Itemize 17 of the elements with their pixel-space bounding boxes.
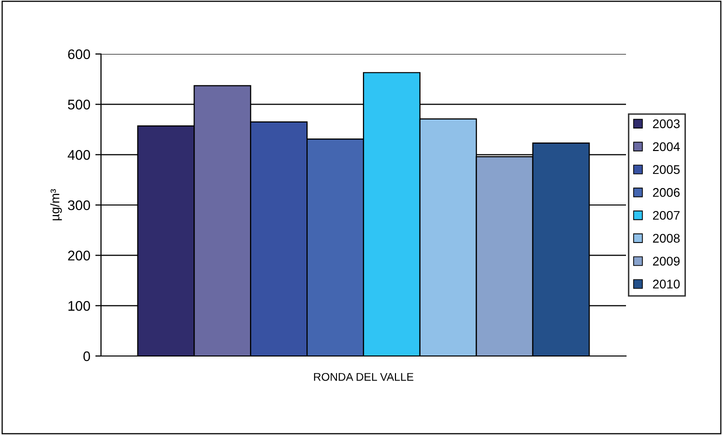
legend-label: 2004 (653, 142, 680, 152)
y-tick-label: 200 (68, 250, 90, 261)
legend-label: 2006 (653, 188, 680, 197)
y-tick-label: 0 (83, 351, 90, 362)
legend-label: 2005 (653, 165, 680, 174)
y-tick-label: 400 (68, 150, 90, 160)
legend-label: 2008 (653, 234, 680, 243)
x-tick-label: RONDA DEL VALLE (314, 372, 414, 381)
y-tick-label: 500 (68, 100, 90, 110)
y-tick-label: 600 (68, 49, 90, 60)
legend-label: 2009 (653, 256, 680, 266)
y-tick-label: 100 (68, 301, 90, 311)
y-tick-label: 300 (68, 200, 90, 210)
legend-label: 2003 (653, 119, 680, 128)
legend-label: 2007 (653, 210, 680, 220)
y-axis-title: µg/m³ (50, 189, 62, 220)
legend-label: 2010 (653, 280, 680, 289)
